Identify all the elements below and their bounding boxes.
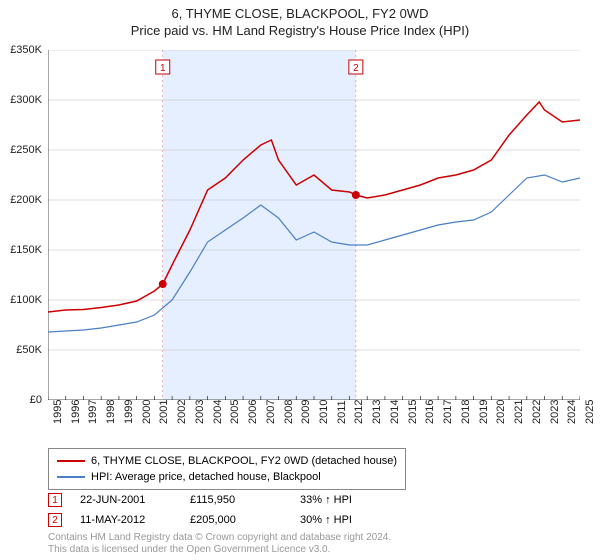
transaction-price: £205,000 [190,514,282,526]
chart-container: 6, THYME CLOSE, BLACKPOOL, FY2 0WD Price… [0,0,600,560]
y-tick-label: £300K [10,94,42,106]
transaction-row: 1 22-JUN-2001 £115,950 33% ↑ HPI [48,490,392,510]
y-tick-label: £200K [10,194,42,206]
transactions-table: 1 22-JUN-2001 £115,950 33% ↑ HPI 2 11-MAY-201… [48,490,392,530]
y-tick-label: £250K [10,144,42,156]
x-axis-labels: 1995199619971998199920002001200220032004… [48,404,580,444]
x-tick-label: 2001 [158,400,170,424]
x-tick-label: 2002 [176,400,188,424]
x-tick-label: 2016 [424,400,436,424]
transaction-num-box: 2 [48,513,62,527]
x-tick-label: 2009 [300,400,312,424]
x-tick-label: 2011 [336,400,348,424]
x-tick-label: 2006 [247,400,259,424]
legend-line-swatch [57,460,85,462]
x-tick-label: 2008 [283,400,295,424]
transaction-num-box: 1 [48,493,62,507]
x-tick-label: 2021 [513,400,525,424]
x-tick-label: 2013 [371,400,383,424]
title-block: 6, THYME CLOSE, BLACKPOOL, FY2 0WD Price… [0,0,600,38]
svg-text:1: 1 [160,63,166,74]
x-tick-label: 2003 [194,400,206,424]
transaction-date: 22-JUN-2001 [80,494,172,506]
legend-row: 6, THYME CLOSE, BLACKPOOL, FY2 0WD (deta… [57,453,397,469]
x-tick-label: 2015 [407,400,419,424]
x-tick-label: 2017 [442,400,454,424]
x-tick-label: 2005 [229,400,241,424]
chart-svg: 12 [48,50,580,400]
x-tick-label: 2025 [584,400,596,424]
title-main: 6, THYME CLOSE, BLACKPOOL, FY2 0WD [0,6,600,21]
transaction-delta: 30% ↑ HPI [300,514,392,526]
y-tick-label: £50K [16,344,42,356]
x-tick-label: 2010 [318,400,330,424]
transaction-date: 11-MAY-2012 [80,514,172,526]
legend-label: 6, THYME CLOSE, BLACKPOOL, FY2 0WD (deta… [91,455,397,467]
x-tick-label: 2014 [389,400,401,424]
svg-text:2: 2 [353,63,359,74]
x-tick-label: 1997 [87,400,99,424]
legend: 6, THYME CLOSE, BLACKPOOL, FY2 0WD (deta… [48,448,406,490]
x-tick-label: 2000 [141,400,153,424]
legend-line-swatch [57,476,85,478]
x-tick-label: 1999 [123,400,135,424]
y-tick-label: £350K [10,44,42,56]
x-tick-label: 1998 [105,400,117,424]
transaction-price: £115,950 [190,494,282,506]
footnote-line1: Contains HM Land Registry data © Crown c… [48,532,391,544]
y-tick-label: £100K [10,294,42,306]
x-tick-label: 2004 [212,400,224,424]
x-tick-label: 2023 [549,400,561,424]
footnote-line2: This data is licensed under the Open Gov… [48,544,391,556]
y-tick-label: £150K [10,244,42,256]
x-tick-label: 2022 [531,400,543,424]
x-tick-label: 2019 [478,400,490,424]
legend-label: HPI: Average price, detached house, Blac… [91,471,321,483]
transaction-row: 2 11-MAY-2012 £205,000 30% ↑ HPI [48,510,392,530]
x-tick-label: 2007 [265,400,277,424]
footnote: Contains HM Land Registry data © Crown c… [48,532,391,556]
title-sub: Price paid vs. HM Land Registry's House … [0,23,600,38]
y-axis-labels: £0£50K£100K£150K£200K£250K£300K£350K [0,50,44,400]
x-tick-label: 2020 [495,400,507,424]
y-tick-label: £0 [30,394,42,406]
x-tick-label: 1995 [52,400,64,424]
x-tick-label: 1996 [70,400,82,424]
transaction-delta: 33% ↑ HPI [300,494,392,506]
chart-plot-area: 12 [48,50,580,400]
x-tick-label: 2018 [460,400,472,424]
legend-row: HPI: Average price, detached house, Blac… [57,469,397,485]
x-tick-label: 2012 [353,400,365,424]
x-tick-label: 2024 [566,400,578,424]
